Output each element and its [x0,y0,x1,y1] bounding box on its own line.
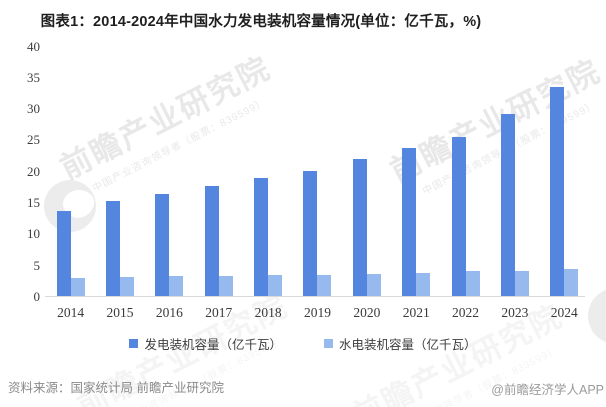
bar [155,193,170,297]
legend-label: 水电装机容量（亿千瓦） [339,338,477,352]
x-axis-tick-label: 2015 [106,305,134,320]
bar [254,178,269,297]
bar-group-2024 [540,46,589,297]
legend-marker-icon [324,339,333,348]
legend-item: 发电装机容量（亿千瓦） [129,334,282,353]
legend-item: 水电装机容量（亿千瓦） [324,334,477,353]
bar [402,148,417,297]
bar [564,269,579,297]
x-axis-tick-label: 2014 [57,305,85,320]
y-axis-tick-label: 20 [27,163,40,179]
x-axis-tick-label: 2019 [303,305,331,320]
credit-note: @前瞻经济学人APP [491,383,604,397]
x-axis-labels: 2014 2015 2016 2017 2018 2019 2020 2021 2022 2023… [46,305,589,321]
plot-area [46,46,589,297]
bar [56,211,71,297]
legend-label: 发电装机容量（亿千瓦） [144,338,282,352]
x-axis-line [45,296,585,297]
bar [451,136,466,297]
bar [204,185,219,297]
x-axis-tick-label: 2020 [353,305,381,320]
bar [169,276,184,297]
y-axis-tick-label: 5 [33,257,41,273]
bar-group-2018 [243,46,292,297]
x-axis-tick-label: 2021 [402,305,430,320]
x-axis-tick-label: 2017 [205,305,233,320]
y-axis-tick-label: 25 [27,132,40,148]
x-axis-tick-label: 2023 [501,305,529,320]
bar [268,275,283,297]
bar-group-2017 [194,46,243,297]
bar-group-2014 [46,46,95,297]
x-axis-tick-label: 2018 [254,305,282,320]
bar [416,272,431,297]
bar [514,270,529,297]
bar [70,278,85,297]
bar [366,273,381,297]
bar [465,271,480,297]
y-axis-tick-label: 35 [27,69,40,85]
bar-group-2022 [441,46,490,297]
y-axis-tick-label: 40 [27,38,40,54]
bar [218,275,233,297]
y-axis-tick-label: 10 [27,226,40,242]
bar-group-2016 [145,46,194,297]
bar-group-2015 [95,46,144,297]
bar [550,87,565,297]
legend: 发电装机容量（亿千瓦） 水电装机容量（亿千瓦） [0,334,606,353]
x-axis-tick-label: 2024 [550,305,578,320]
bar-group-2021 [392,46,441,297]
bar [120,277,135,297]
chart-title: 图表1：2014-2024年中国水力发电装机容量情况(单位：亿千瓦，%) [40,14,482,30]
source-note: 资料来源：国家统计局 前瞻产业研究院 [8,381,224,395]
bar [303,171,318,297]
bar [106,201,121,297]
bar-group-2019 [293,46,342,297]
y-axis-tick-label: 15 [27,195,40,211]
bar [352,159,367,297]
bar-group-2020 [342,46,391,297]
bar-group-2023 [490,46,539,297]
bar [317,274,332,297]
y-axis-tick-label: 30 [27,101,40,117]
y-axis-tick-label: 0 [33,289,41,304]
x-axis-tick-label: 2022 [452,305,480,320]
legend-marker-icon [129,339,139,348]
bar [500,114,515,297]
x-axis-tick-label: 2016 [155,305,183,320]
